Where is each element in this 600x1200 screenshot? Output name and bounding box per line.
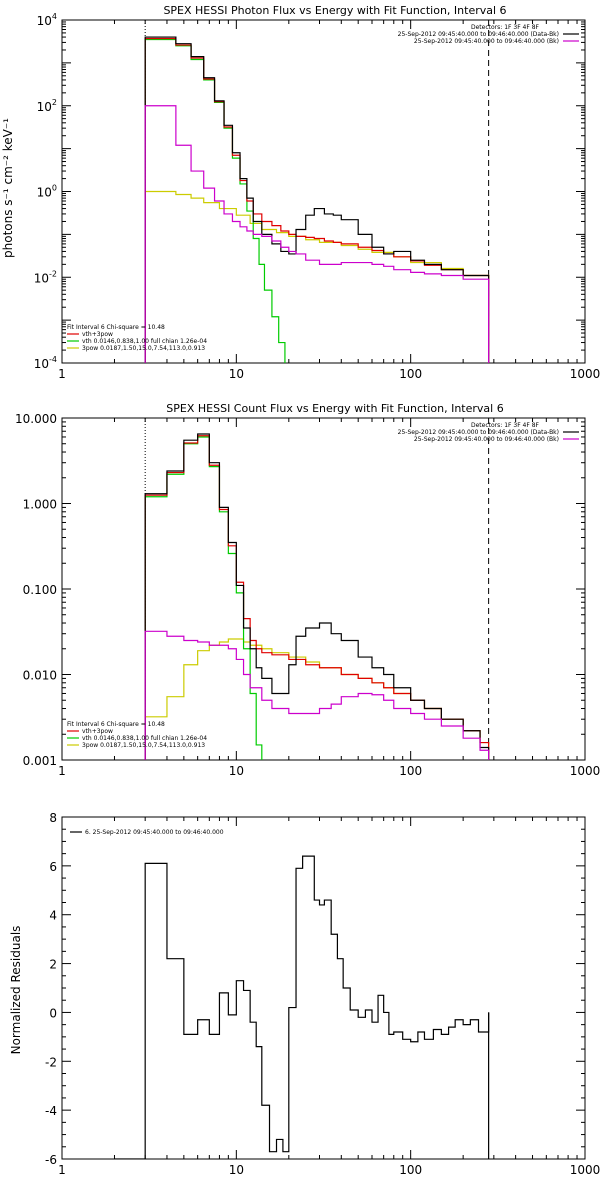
x-tick-label: 100 bbox=[399, 367, 422, 381]
x-tick-label: 10 bbox=[229, 764, 244, 778]
legend-entry-text: 3pow 0.0187,1.50,15.0,7.54,113.0,0.913 bbox=[82, 742, 205, 749]
plot-frame bbox=[61, 816, 586, 1160]
y-tick-base: 10 bbox=[34, 271, 49, 285]
photon-flux-title: SPEX HESSI Photon Flux vs Energy with Fi… bbox=[163, 4, 506, 17]
y-tick-base: 10 bbox=[37, 100, 52, 114]
legend-entry-text: vth 0.0146,0.838,1.00 full chian 1.26e-0… bbox=[82, 338, 207, 345]
series-3-histogram bbox=[144, 36, 490, 363]
y-tick-label: -2 bbox=[45, 1055, 57, 1069]
legend-fit-interval: Fit Interval 6 Chi-square = 10.48 bbox=[67, 721, 165, 728]
y-tick-exponent: 4 bbox=[52, 12, 57, 21]
y-tick-label: 100 bbox=[37, 184, 57, 200]
legend-entry-text: 25-Sep-2012 09:45:40.000 to 09:46:40.000… bbox=[398, 429, 559, 436]
legend-entry-text: 6. 25-Sep-2012 09:45:40.000 to 09:46:40.… bbox=[85, 829, 224, 836]
y-tick-base: 10 bbox=[34, 357, 49, 371]
y-tick-label: 6 bbox=[49, 860, 57, 874]
x-tick-label: 100 bbox=[399, 764, 422, 778]
count-flux-title: SPEX HESSI Count Flux vs Energy with Fit… bbox=[166, 402, 503, 415]
y-tick-label: -6 bbox=[45, 1153, 57, 1167]
series-1-histogram bbox=[144, 436, 263, 760]
count-flux-panel: SPEX HESSI Count Flux vs Energy with Fit… bbox=[15, 402, 600, 778]
y-tick-exponent: 0 bbox=[52, 184, 57, 193]
y-tick-label: 0.010 bbox=[23, 669, 57, 683]
y-tick-exponent: -2 bbox=[49, 269, 57, 278]
x-tick-label: 1000 bbox=[570, 764, 600, 778]
series-4-histogram bbox=[144, 630, 490, 760]
y-tick-label: 0.001 bbox=[23, 754, 57, 768]
x-tick-label: 100 bbox=[399, 1163, 422, 1177]
legend-detectors: Detectors: 1F 3F 4F 8F bbox=[471, 422, 540, 429]
x-tick-label: 1000 bbox=[570, 367, 600, 381]
legend-entry-text: vth+3pow bbox=[82, 728, 113, 735]
x-tick-label: 10 bbox=[229, 367, 244, 381]
y-tick-label: 10-4 bbox=[34, 355, 57, 371]
legend-detectors: Detectors: 1F 3F 4F 8F bbox=[471, 24, 540, 31]
x-tick-label: 1 bbox=[58, 764, 66, 778]
legend-fit-interval: Fit Interval 6 Chi-square = 10.48 bbox=[67, 324, 165, 331]
y-tick-label: 8 bbox=[49, 811, 57, 825]
y-tick-label: -4 bbox=[45, 1104, 57, 1118]
plot-frame bbox=[61, 19, 586, 364]
y-tick-label: 1.000 bbox=[23, 498, 57, 512]
series-3-histogram bbox=[144, 433, 490, 760]
residuals-ylabel: Normalized Residuals bbox=[9, 926, 23, 1055]
legend-entry-text: 25-Sep-2012 09:45:40.000 to 09:46:40.000… bbox=[414, 38, 559, 45]
y-tick-label: 10-2 bbox=[34, 269, 57, 285]
photon-flux-panel: SPEX HESSI Photon Flux vs Energy with Fi… bbox=[1, 4, 600, 381]
legend-entry-text: 3pow 0.0187,1.50,15.0,7.54,113.0,0.913 bbox=[82, 345, 205, 352]
x-tick-label: 1000 bbox=[570, 1163, 600, 1177]
residuals-panel: Normalized Residuals 1 10 100 1000 -6 -4 -2 0 2 4… bbox=[9, 811, 600, 1177]
y-tick-label: 4 bbox=[49, 909, 57, 923]
legend-entry-text: 25-Sep-2012 09:45:40.000 to 09:46:40.000… bbox=[398, 31, 559, 38]
y-tick-label: 2 bbox=[49, 958, 57, 972]
y-tick-label: 104 bbox=[37, 12, 57, 28]
y-tick-base: 10 bbox=[37, 186, 52, 200]
series-2-histogram bbox=[144, 37, 490, 363]
x-tick-label: 1 bbox=[58, 367, 66, 381]
legend-entry-text: 25-Sep-2012 09:45:40.000 to 09:46:40.000… bbox=[414, 436, 559, 443]
photon-flux-ylabel: photons s⁻¹ cm⁻² keV⁻¹ bbox=[1, 118, 15, 258]
y-tick-exponent: -4 bbox=[49, 355, 57, 364]
y-tick-label: 102 bbox=[37, 98, 57, 114]
plot-area bbox=[144, 418, 490, 760]
y-tick-label: 0 bbox=[49, 1006, 57, 1020]
y-tick-exponent: 2 bbox=[52, 98, 57, 107]
x-tick-label: 10 bbox=[229, 1163, 244, 1177]
y-tick-base: 10 bbox=[37, 14, 52, 28]
legend-entry-text: vth+3pow bbox=[82, 331, 113, 338]
y-tick-label: 0.100 bbox=[23, 583, 57, 597]
series-2-histogram bbox=[144, 435, 490, 760]
series-0-histogram bbox=[144, 855, 490, 1159]
plot-area bbox=[114, 855, 490, 1159]
y-tick-label: 10.000 bbox=[15, 412, 57, 426]
x-tick-label: 1 bbox=[58, 1163, 66, 1177]
series-4-histogram bbox=[144, 105, 490, 363]
plot-area bbox=[144, 20, 490, 363]
legend-entry-text: vth 0.0146,0.838,1.00 full chian 1.26e-0… bbox=[82, 735, 207, 742]
